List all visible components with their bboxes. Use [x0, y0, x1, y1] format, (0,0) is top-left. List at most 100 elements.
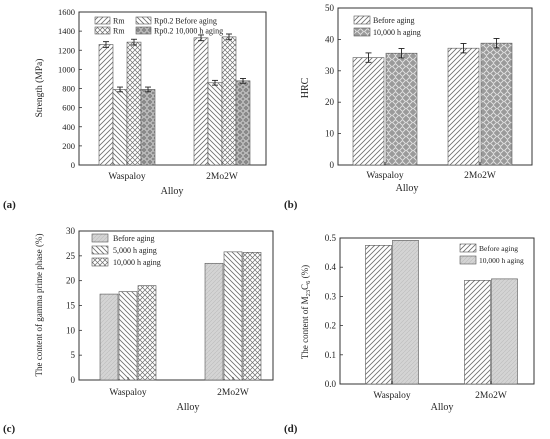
y-tick-label: 0.1 — [325, 350, 336, 360]
y-tick-label: 200 — [62, 141, 75, 151]
y-tick-label: 600 — [62, 103, 75, 113]
bar-before-aging-2mo2w — [447, 47, 480, 166]
legend-label-before: Before aging — [479, 244, 518, 253]
y-tick-label: 1600 — [58, 7, 75, 17]
legend-swatch-10000 — [91, 257, 109, 267]
bar-before-aging-waspaloy — [352, 57, 385, 166]
y-tick-label: 25 — [66, 251, 76, 261]
panel-b-categories: Waspaloy 2Mo2W — [366, 162, 496, 181]
x-category-label: 2Mo2W — [217, 388, 249, 398]
legend-label-before: Before aging — [373, 16, 415, 25]
y-tick-label: 15 — [66, 301, 76, 311]
y-tick-label: 40 — [325, 34, 335, 44]
panel-a: 0 200 400 600 800 1000 1200 1400 1600 Waspaloy 2M… — [3, 7, 267, 211]
legend-swatch-before — [91, 233, 109, 243]
panel-a-label: (a) — [3, 199, 16, 211]
bar-series-3-waspaloy — [126, 41, 142, 166]
y-tick-label: 30 — [66, 226, 76, 236]
panel-c-xlabel: Alloy — [177, 402, 200, 413]
panel-b-bars — [352, 42, 513, 166]
panel-d-categories: Waspaloy 2Mo2W — [373, 381, 507, 401]
bar-5-000-h-aging-waspaloy — [118, 291, 138, 381]
legend-swatch-aged — [353, 27, 371, 37]
legend-label-aged: 10,000 h aging — [373, 28, 421, 37]
bar-10-000-h-aging-2mo2w — [242, 252, 262, 381]
bar-series-3-2mo2w — [221, 36, 237, 166]
panel-b-errorbars — [365, 38, 500, 63]
panel-a-ylabel: Strength (MPa) — [34, 59, 45, 118]
legend-swatch-5000 — [91, 245, 109, 255]
bar-series-2-waspaloy — [112, 89, 128, 166]
ylabel-main: The content of M — [300, 296, 310, 359]
bar-before-aging-2mo2w — [464, 280, 491, 385]
panel-c-label: (c) — [3, 423, 16, 435]
bar-10-000-h-aging-waspaloy — [392, 240, 419, 385]
panel-d-xlabel: Alloy — [431, 402, 454, 413]
panel-c: 0 5 10 15 20 25 30 Waspaloy 2Mo2W Before aging … — [3, 226, 274, 435]
bar-series-1-2mo2w — [193, 37, 209, 166]
panel-d-bars — [365, 240, 518, 385]
y-tick-label: 0.4 — [325, 262, 337, 272]
y-tick-label: 0.3 — [325, 291, 337, 301]
panel-b-ylabel: HRC — [300, 77, 311, 98]
panel-a-errorbars — [103, 33, 246, 93]
y-tick-label: 1000 — [58, 64, 75, 74]
x-category-label: Waspaloy — [109, 388, 146, 398]
legend-swatch-rp-aged — [135, 26, 152, 35]
x-category-label: Waspaloy — [373, 391, 410, 401]
bar-before-aging-2mo2w — [204, 262, 224, 381]
ylabel-mid: C — [300, 284, 310, 290]
panel-c-categories: Waspaloy 2Mo2W — [109, 377, 249, 398]
bar-series-4-waspaloy — [140, 89, 156, 166]
y-tick-label: 0 — [330, 160, 335, 170]
y-tick-label: 0.0 — [325, 379, 337, 389]
bar-series-2-2mo2w — [207, 82, 223, 166]
panel-b: 0 10 20 30 40 50 Waspaloy 2Mo2W Before aging 1… — [284, 3, 533, 211]
y-tick-label: 30 — [325, 66, 335, 76]
panel-b-frame — [337, 7, 533, 166]
legend-swatch-rm-1 — [94, 16, 111, 25]
legend-label-5000: 5,000 h aging — [113, 246, 157, 255]
panel-d: 0.0 0.1 0.2 0.3 0.4 0.5 Waspaloy 2Mo2W Before … — [284, 233, 535, 435]
panel-a-xlabel: Alloy — [161, 186, 184, 197]
legend-swatch-before — [459, 243, 477, 253]
bar-10-000-h-aging-2mo2w — [491, 278, 518, 385]
panel-d-ylabel: The content of M23C6 (%) — [300, 265, 312, 359]
legend-label-rm-1: Rm — [113, 17, 125, 26]
legend-swatch-rm-2 — [94, 26, 111, 35]
x-category-label: 2Mo2W — [475, 391, 507, 401]
y-tick-label: 50 — [325, 3, 335, 13]
bar-10-000-h-aging-waspaloy — [137, 285, 157, 381]
panel-b-legend: Before aging 10,000 h aging — [353, 15, 421, 37]
bar-series-1-waspaloy — [98, 44, 114, 166]
legend-label-rp-aged: Rp0.2 10,000 h aging — [154, 27, 223, 36]
legend-swatch-before — [353, 15, 371, 25]
panel-a-categories: Waspaloy 2Mo2W — [108, 162, 238, 182]
y-tick-label: 20 — [66, 276, 76, 286]
legend-label-rm-2: Rm — [113, 27, 125, 36]
y-tick-label: 400 — [62, 122, 75, 132]
ylabel-sub2: 6 — [305, 280, 312, 284]
y-tick-label: 0.5 — [325, 233, 337, 243]
x-category-label: Waspaloy — [366, 171, 403, 181]
y-tick-label: 0 — [71, 160, 75, 170]
y-tick-label: 10 — [325, 129, 335, 139]
panel-a-bars — [98, 36, 251, 166]
ylabel-end: (%) — [300, 265, 310, 281]
y-tick-label: 5 — [71, 350, 76, 360]
bar-before-aging-waspaloy — [99, 293, 119, 381]
bar-10-000-h-aging-waspaloy — [385, 52, 418, 166]
panel-d-gridlines: 0.0 0.1 0.2 0.3 0.4 0.5 — [325, 233, 343, 389]
panel-c-gridlines: 0 5 10 15 20 25 30 — [66, 226, 82, 385]
panel-c-legend: Before aging 5,000 h aging 10,000 h agin… — [91, 233, 161, 267]
legend-label-before: Before aging — [113, 234, 155, 243]
bar-5-000-h-aging-2mo2w — [223, 251, 243, 381]
legend-label-10000: 10,000 h aging — [113, 258, 161, 267]
panel-a-legend: Rm Rp0.2 Before aging Rm Rp0.2 10,000 h … — [94, 16, 223, 36]
panel-d-frame — [339, 237, 535, 385]
x-category-label: 2Mo2W — [464, 171, 496, 181]
x-category-label: 2Mo2W — [206, 172, 238, 182]
y-tick-label: 10 — [66, 325, 76, 335]
legend-label-rp-before: Rp0.2 Before aging — [154, 17, 217, 26]
